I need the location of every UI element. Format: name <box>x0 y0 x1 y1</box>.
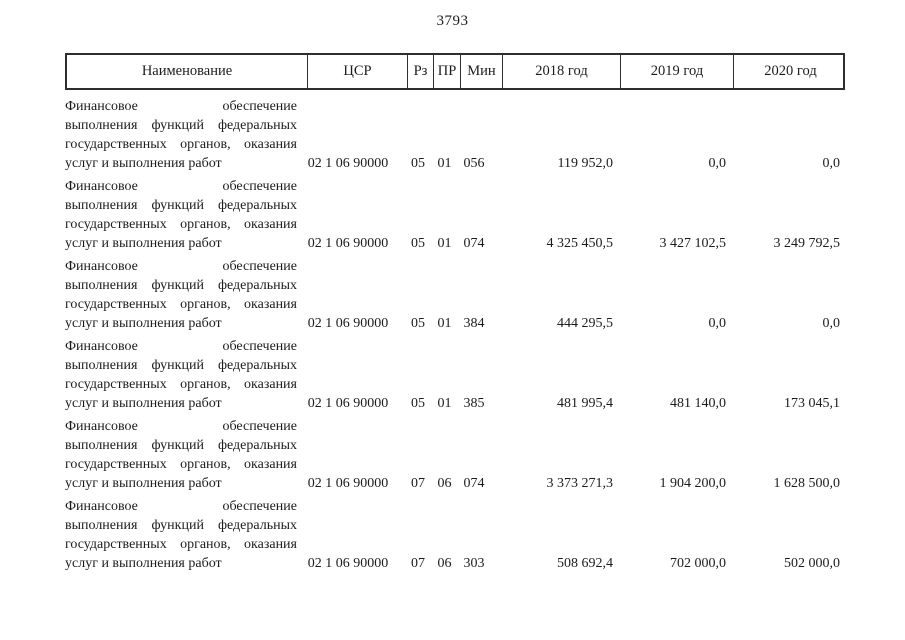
row-amount-2018: 508 692,4 <box>557 556 613 571</box>
row-name: Финансовое обеспечение выполнения функций… <box>65 257 305 333</box>
row-name: Финансовое обеспечение выполнения функций… <box>65 337 305 413</box>
row-min-code: 074 <box>463 476 485 491</box>
table-row: Финансовое обеспечение выполнения функций… <box>65 97 845 173</box>
row-pr-code: 01 <box>437 236 452 251</box>
row-min-code: 056 <box>463 156 485 171</box>
row-name-line: Финансовое обеспечение <box>65 499 297 514</box>
header-cell-rz: Рз <box>407 55 433 88</box>
row-name: Финансовое обеспечение выполнения функций… <box>65 417 305 493</box>
row-pr-code: 06 <box>437 476 452 491</box>
row-amount-2018: 444 295,5 <box>557 316 613 331</box>
row-rz-code: 05 <box>411 236 425 251</box>
row-amount-2020: 0,0 <box>822 316 841 331</box>
row-amount-2020: 173 045,1 <box>784 396 840 411</box>
row-name-line: услуг и выполнения работ <box>65 396 222 411</box>
row-amount-2019: 3 427 102,5 <box>659 236 727 251</box>
row-name-line: выполнения функций федеральных <box>65 278 297 293</box>
row-name-line: услуг и выполнения работ <box>65 156 222 171</box>
row-name-line: Финансовое обеспечение <box>65 419 297 434</box>
header-cell-csr: ЦСР <box>307 55 407 88</box>
table-row: Финансовое обеспечение выполнения функций… <box>65 337 845 413</box>
row-amount-2018: 3 373 271,3 <box>546 476 614 491</box>
page-number: 3793 <box>436 13 469 29</box>
row-csr-code: 02 1 06 90000 <box>307 156 389 171</box>
header-cell-2018: 2018 год <box>502 55 620 88</box>
row-pr-code: 01 <box>437 396 452 411</box>
row-rz-code: 05 <box>411 156 425 171</box>
row-amount-2019: 0,0 <box>708 156 727 171</box>
row-name-line: услуг и выполнения работ <box>65 476 222 491</box>
row-amount-2020: 0,0 <box>822 156 841 171</box>
header-cell-pr: ПР <box>433 55 460 88</box>
row-pr-code: 01 <box>437 316 452 331</box>
row-amount-2019: 1 904 200,0 <box>659 476 727 491</box>
row-min-code: 303 <box>463 556 485 571</box>
row-name-line: выполнения функций федеральных <box>65 518 297 533</box>
row-amount-2018: 4 325 450,5 <box>546 236 614 251</box>
row-min-code: 384 <box>463 316 485 331</box>
row-name-line: государственных органов, оказания <box>65 297 297 312</box>
budget-table: Наименование ЦСР Рз ПР Мин 2018 год 2019… <box>65 53 845 577</box>
row-rz-code: 07 <box>411 476 425 491</box>
table-body: Финансовое обеспечение выполнения функций… <box>65 97 845 573</box>
row-csr-code: 02 1 06 90000 <box>307 476 389 491</box>
header-cell-2020: 2020 год <box>733 55 847 88</box>
row-name-line: государственных органов, оказания <box>65 457 297 472</box>
row-name-line: услуг и выполнения работ <box>65 556 222 571</box>
row-csr-code: 02 1 06 90000 <box>307 236 389 251</box>
row-name-line: государственных органов, оказания <box>65 537 297 552</box>
row-amount-2020: 3 249 792,5 <box>773 236 841 251</box>
row-name-line: Финансовое обеспечение <box>65 99 297 114</box>
row-name-line: выполнения функций федеральных <box>65 118 297 133</box>
row-name: Финансовое обеспечение выполнения функций… <box>65 177 305 253</box>
row-name-line: услуг и выполнения работ <box>65 236 222 251</box>
row-pr-code: 01 <box>437 156 452 171</box>
row-amount-2018: 119 952,0 <box>557 156 613 171</box>
row-name-line: выполнения функций федеральных <box>65 198 297 213</box>
row-amount-2020: 502 000,0 <box>784 556 840 571</box>
header-cell-name: Наименование <box>141 63 233 79</box>
row-amount-2020: 1 628 500,0 <box>773 476 841 491</box>
table-row: Финансовое обеспечение выполнения функций… <box>65 497 845 573</box>
table-row: Финансовое обеспечение выполнения функций… <box>65 257 845 333</box>
row-name-line: выполнения функций федеральных <box>65 358 297 373</box>
row-amount-2019: 702 000,0 <box>670 556 726 571</box>
row-name-line: Финансовое обеспечение <box>65 179 297 194</box>
row-min-code: 074 <box>463 236 485 251</box>
table-header-row: Наименование ЦСР Рз ПР Мин 2018 год 2019… <box>65 53 845 90</box>
row-rz-code: 05 <box>411 316 425 331</box>
row-name-line: Финансовое обеспечение <box>65 259 297 274</box>
row-csr-code: 02 1 06 90000 <box>307 556 389 571</box>
row-amount-2019: 481 140,0 <box>670 396 726 411</box>
row-name-line: услуг и выполнения работ <box>65 316 222 331</box>
row-pr-code: 06 <box>437 556 452 571</box>
row-rz-code: 07 <box>411 556 425 571</box>
row-name: Финансовое обеспечение выполнения функций… <box>65 97 305 173</box>
row-amount-2019: 0,0 <box>708 316 727 331</box>
row-name: Финансовое обеспечение выполнения функций… <box>65 497 305 573</box>
row-csr-code: 02 1 06 90000 <box>307 396 389 411</box>
row-rz-code: 05 <box>411 396 425 411</box>
table-row: Финансовое обеспечение выполнения функций… <box>65 177 845 253</box>
row-min-code: 385 <box>463 396 485 411</box>
header-cell-min: Мин <box>460 55 502 88</box>
row-name-line: государственных органов, оказания <box>65 217 297 232</box>
row-amount-2018: 481 995,4 <box>557 396 613 411</box>
row-csr-code: 02 1 06 90000 <box>307 316 389 331</box>
table-row: Финансовое обеспечение выполнения функций… <box>65 417 845 493</box>
row-name-line: государственных органов, оказания <box>65 137 297 152</box>
row-name-line: Финансовое обеспечение <box>65 339 297 354</box>
row-name-line: выполнения функций федеральных <box>65 438 297 453</box>
header-cell-2019: 2019 год <box>620 55 733 88</box>
row-name-line: государственных органов, оказания <box>65 377 297 392</box>
